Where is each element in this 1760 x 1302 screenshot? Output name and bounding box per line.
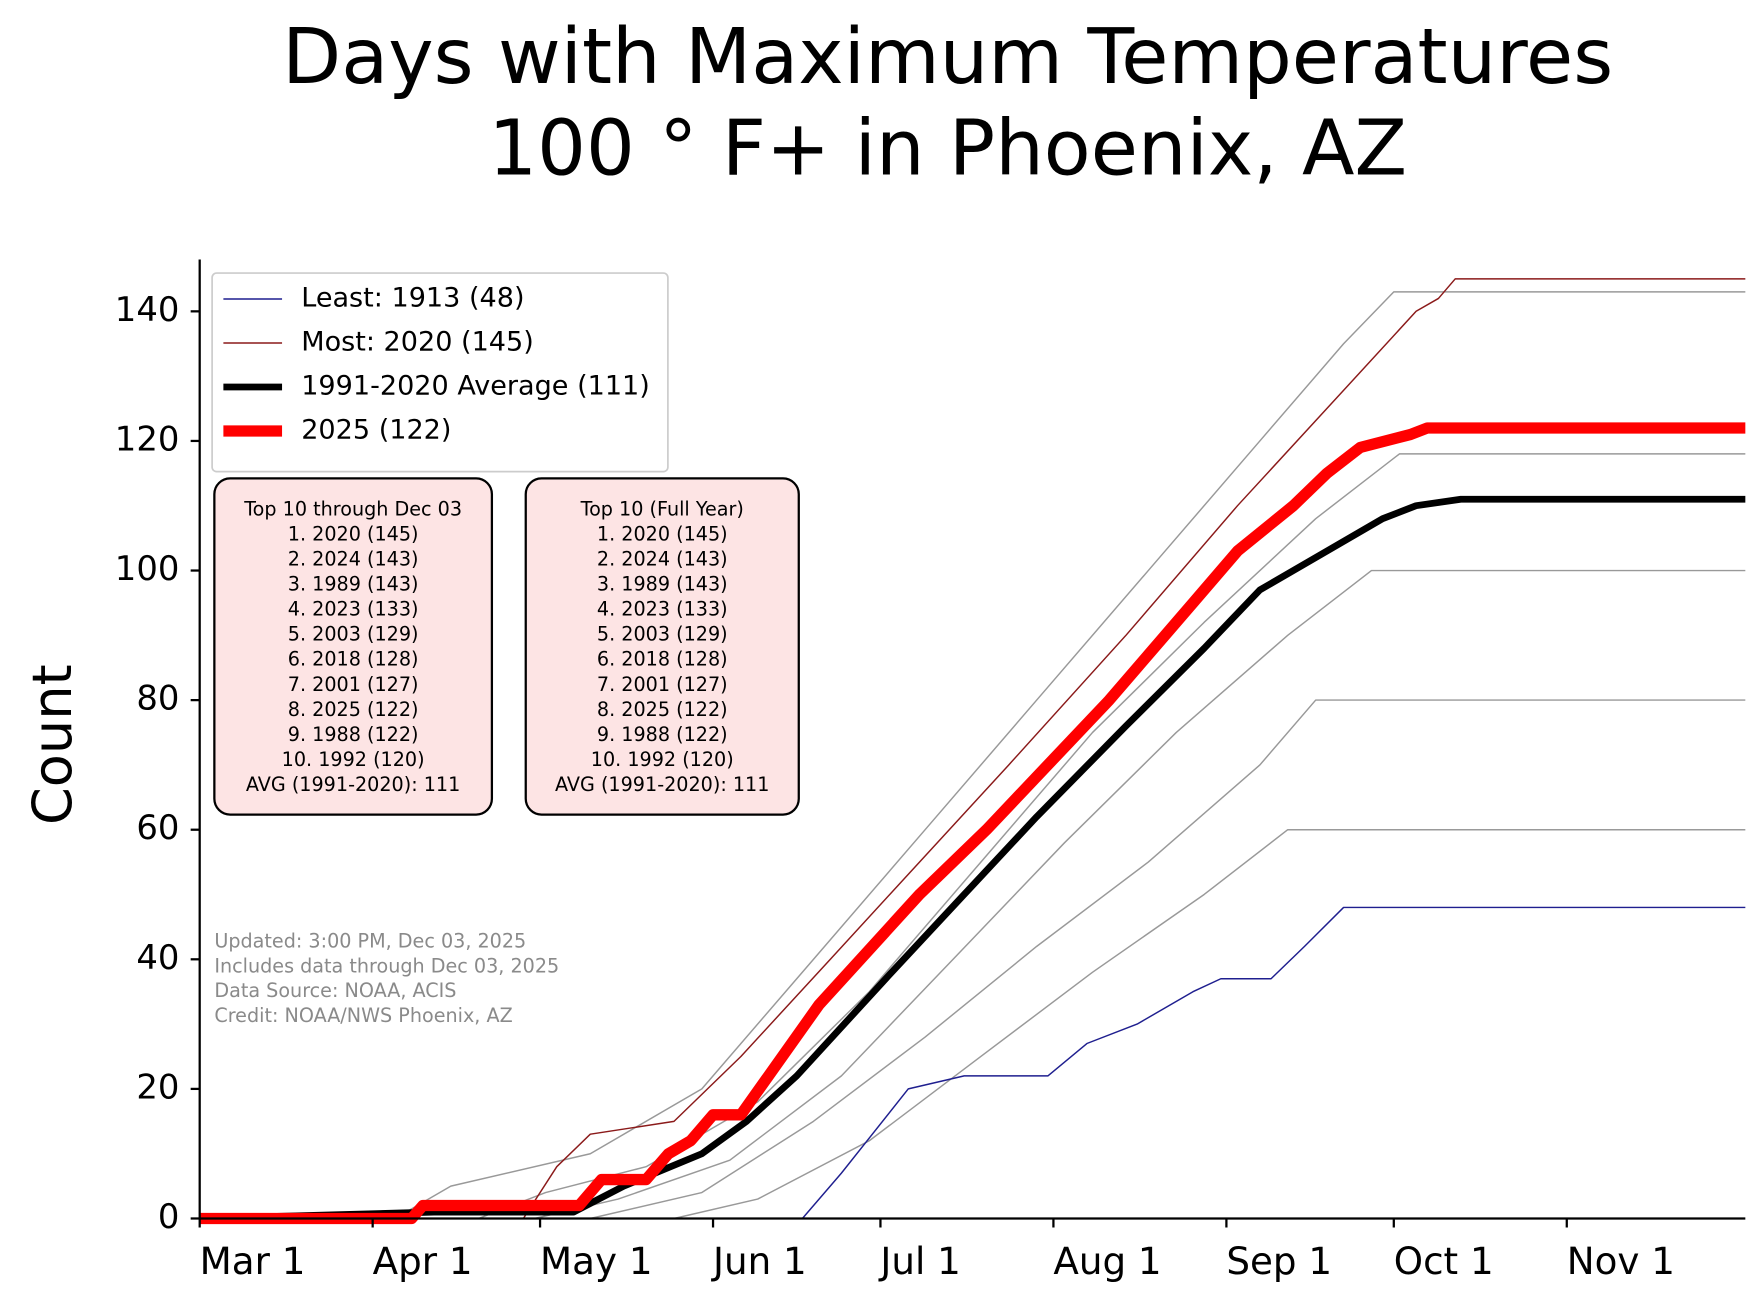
footnote: Includes data through Dec 03, 2025 [214,954,559,977]
x-tick-label: Oct 1 [1394,1239,1494,1283]
info-box-line: 6. 2018 (128) [597,648,728,671]
y-tick-label: 60 [136,808,179,847]
y-tick-label: 20 [136,1067,179,1106]
series-line [199,828,1746,1220]
info-box-line: 10. 1992 (120) [591,748,734,771]
x-tick-label: Aug 1 [1053,1239,1161,1283]
series-line [199,291,1746,1220]
info-box-line: AVG (1991-2020): 111 [555,773,769,796]
info-box-line: 9. 1988 (122) [288,723,419,746]
info-box-line: 8. 2025 (122) [597,698,728,721]
x-tick-label: Sep 1 [1226,1239,1332,1283]
info-box [213,477,494,816]
info-box-line: Top 10 (Full Year) [580,497,744,520]
info-box-line: 1. 2020 (145) [597,523,728,546]
info-box-line: 2. 2024 (143) [288,548,419,571]
info-box-line: 6. 2018 (128) [288,648,419,671]
series-line [199,422,1746,1225]
series-line [199,699,1746,1220]
info-box-line: Top 10 through Dec 03 [243,497,462,520]
chart-title: Days with Maximum Temperatures [282,13,1613,102]
series-line [199,495,1746,1222]
info-box-line: 7. 2001 (127) [288,673,419,696]
plot-area: 0 20 40 60 80 100 120 140 Mar 1 Apr 1 May 1 Jun 1 Ju… [115,259,1746,1283]
info-box-line: 1. 2020 (145) [288,523,419,546]
footnote: Credit: NOAA/NWS Phoenix, AZ [214,1004,512,1027]
legend-box [211,272,669,473]
x-tick-label: Nov 1 [1567,1239,1675,1283]
info-box [524,477,800,816]
info-box-line: AVG (1991-2020): 111 [246,773,460,796]
annotations: Least: 1913 (48) Most: 2020 (145) 1991-202… [211,272,800,1027]
info-box-line: 9. 1988 (122) [597,723,728,746]
footnote: Updated: 3:00 PM, Dec 03, 2025 [214,930,526,953]
x-tick-label: Jun 1 [711,1239,807,1283]
info-box-line: 2. 2024 (143) [597,548,728,571]
x-tick-label: Mar 1 [200,1239,306,1283]
info-box-line: 5. 2003 (129) [288,623,419,646]
info-box-line: 4. 2023 (133) [288,598,419,621]
footnote: Data Source: NOAA, ACIS [214,979,456,1002]
info-box-line: 3. 1989 (143) [597,573,728,596]
x-tick-label: Jul 1 [878,1239,960,1283]
y-tick-label: 100 [115,549,180,588]
y-tick-label: 40 [136,938,179,977]
chart-title: 100 ° F+ in Phoenix, AZ [488,104,1407,193]
y-tick-label: 80 [136,679,179,718]
info-box-line: 5. 2003 (129) [597,623,728,646]
legend-label: Least: 1913 (48) [301,282,524,313]
info-box-line: 3. 1989 (143) [288,573,419,596]
y-axis-label: Count [21,664,84,825]
x-tick-label: May 1 [540,1239,652,1283]
info-box-line: 4. 2023 (133) [597,598,728,621]
series-line [199,453,1746,1220]
series-line [199,278,1746,1220]
legend-label: Most: 2020 (145) [301,326,534,357]
info-box-line: 8. 2025 (122) [288,698,419,721]
legend-label: 2025 (122) [301,414,451,445]
info-box-line: 7. 2001 (127) [597,673,728,696]
x-tick-label: Apr 1 [373,1239,473,1283]
series-line [199,906,1746,1220]
legend-label: 1991-2020 Average (111) [301,370,650,401]
info-box-line: 10. 1992 (120) [282,748,425,771]
y-tick-label: 0 [158,1197,180,1236]
y-tick-label: 140 [115,290,180,329]
y-tick-label: 120 [115,419,180,458]
